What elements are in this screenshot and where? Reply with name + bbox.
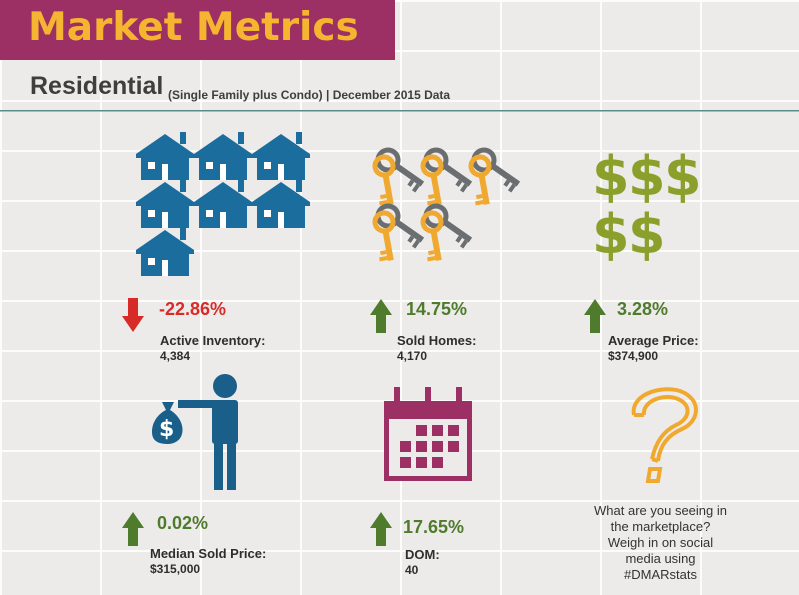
svg-text:$: $ bbox=[628, 145, 666, 208]
active-inventory-label: Active Inventory: bbox=[160, 333, 266, 348]
average-price-change: 3.28% bbox=[617, 299, 669, 319]
keys-icon bbox=[366, 146, 528, 264]
houses-icon bbox=[136, 132, 310, 276]
arrow-down-icon bbox=[122, 298, 144, 332]
dollar-signs-icon: $ $ $ $ $ bbox=[592, 145, 702, 265]
svg-text:$: $ bbox=[628, 203, 666, 265]
question-mark-icon bbox=[631, 387, 698, 483]
divider bbox=[0, 110, 799, 112]
median-sold-price-label: Median Sold Price: bbox=[150, 546, 267, 561]
average-price-label: Average Price: bbox=[608, 333, 699, 348]
social-prompt: What are you seeing in the marketplace? … bbox=[578, 503, 743, 583]
median-sold-price-value: $315,000 bbox=[150, 562, 201, 576]
prompt-line: media using bbox=[625, 551, 696, 566]
dom-value: 40 bbox=[405, 563, 419, 577]
active-inventory-value: 4,384 bbox=[160, 349, 191, 363]
prompt-line: the marketplace? bbox=[610, 519, 711, 534]
active-inventory-change: -22.86% bbox=[159, 299, 227, 319]
sold-homes-value: 4,170 bbox=[397, 349, 428, 363]
calendar-icon bbox=[384, 387, 472, 481]
section-title: Residential bbox=[30, 72, 164, 100]
dom-change: 17.65% bbox=[403, 517, 465, 537]
page-title: Market Metrics bbox=[28, 5, 359, 50]
dom-label: DOM: bbox=[405, 547, 440, 562]
hashtag: #DMARstats bbox=[624, 567, 697, 582]
median-sold-price-change: 0.02% bbox=[157, 513, 209, 533]
prompt-line: What are you seeing in bbox=[594, 503, 727, 518]
svg-text:$: $ bbox=[592, 203, 630, 265]
section-subtitle: (Single Family plus Condo) | December 20… bbox=[168, 88, 451, 102]
average-price-value: $374,900 bbox=[608, 349, 659, 363]
arrow-up-icon bbox=[584, 299, 606, 333]
arrow-up-icon bbox=[370, 512, 392, 546]
title-banner: Market Metrics bbox=[0, 0, 395, 60]
arrow-up-icon bbox=[122, 512, 144, 546]
sold-homes-label: Sold Homes: bbox=[397, 333, 477, 348]
sold-homes-change: 14.75% bbox=[406, 299, 468, 319]
svg-text:$: $ bbox=[664, 145, 702, 208]
prompt-line: Weigh in on social bbox=[607, 535, 714, 550]
svg-text:$: $ bbox=[159, 417, 174, 442]
svg-text:$: $ bbox=[592, 145, 630, 208]
money-bag-person-icon: $ bbox=[152, 374, 238, 490]
arrow-up-icon bbox=[370, 299, 392, 333]
